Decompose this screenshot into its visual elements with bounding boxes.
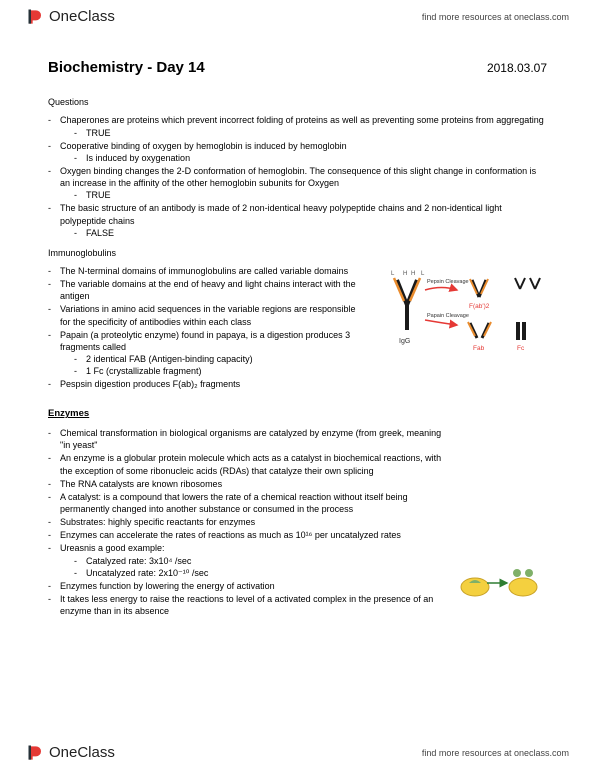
svg-text:Fab: Fab xyxy=(473,345,485,352)
list-item: Catalyzed rate: 3x10⁴ /sec xyxy=(74,555,447,567)
antibody-diagram: L L H H IgG Pepsin Cleavage Papain Cleav… xyxy=(377,265,547,375)
enzymes-heading: Enzymes xyxy=(48,408,89,421)
list-item: Substrates: highly specific reactants fo… xyxy=(48,516,447,528)
list-item: The basic structure of an antibody is ma… xyxy=(48,202,547,238)
list-item: TRUE xyxy=(74,127,547,139)
list-item: Ureasnis a good example: Catalyzed rate:… xyxy=(48,542,447,578)
list-item: Oxygen binding changes the 2-D conformat… xyxy=(48,165,547,201)
svg-text:Fc: Fc xyxy=(517,345,525,352)
logo-icon xyxy=(26,7,46,27)
list-item: Is induced by oxygenation xyxy=(74,152,547,164)
list-item: The RNA catalysts are known ribosomes xyxy=(48,478,447,490)
immunoglobulins-row: The N-terminal domains of immunoglobulin… xyxy=(48,265,547,398)
svg-text:Pepsin Cleavage: Pepsin Cleavage xyxy=(427,279,469,285)
svg-text:IgG: IgG xyxy=(399,338,410,345)
svg-text:L: L xyxy=(391,271,395,277)
immunoglobulins-list: The N-terminal domains of immunoglobulin… xyxy=(48,265,367,390)
section-questions-label: Questions xyxy=(48,96,547,108)
enzymes-row: Chemical transformation in biological or… xyxy=(48,427,547,625)
list-item: Enzymes can accelerate the rates of reac… xyxy=(48,529,447,541)
list-item: 2 identical FAB (Antigen-binding capacit… xyxy=(74,353,367,365)
list-item: The N-terminal domains of immunoglobulin… xyxy=(48,265,367,277)
list-item: A catalyst: is a compound that lowers th… xyxy=(48,491,447,515)
footer-tagline[interactable]: find more resources at oneclass.com xyxy=(422,747,569,759)
list-item: TRUE xyxy=(74,189,547,201)
page-title: Biochemistry - Day 14 xyxy=(48,58,205,78)
list-item: Chaperones are proteins which prevent in… xyxy=(48,114,547,138)
item-text: Papain (a proteolytic enzyme) found in p… xyxy=(60,330,350,352)
header-tagline[interactable]: find more resources at oneclass.com xyxy=(422,11,569,23)
title-row: Biochemistry - Day 14 2018.03.07 xyxy=(48,58,547,78)
list-item: Variations in amino acid sequences in th… xyxy=(48,303,367,327)
enzyme-diagram xyxy=(457,553,547,609)
footer: OneClass find more resources at oneclass… xyxy=(0,736,595,770)
enzymes-list: Chemical transformation in biological or… xyxy=(48,427,447,617)
logo: OneClass xyxy=(26,7,115,27)
list-item: 1 Fc (crystallizable fragment) xyxy=(74,365,367,377)
list-item: It takes less energy to raise the reacti… xyxy=(48,593,447,617)
page-date: 2018.03.07 xyxy=(487,60,547,76)
logo-text: OneClass xyxy=(49,7,115,27)
list-item: Enzymes function by lowering the energy … xyxy=(48,580,447,592)
svg-text:Papain Cleavage: Papain Cleavage xyxy=(427,313,469,319)
page-content: Biochemistry - Day 14 2018.03.07 Questio… xyxy=(0,34,595,635)
list-item: FALSE xyxy=(74,227,547,239)
item-text: Cooperative binding of oxygen by hemoglo… xyxy=(60,141,347,151)
item-text: Ureasnis a good example: xyxy=(60,543,165,553)
svg-text:L: L xyxy=(421,271,425,277)
list-item: Uncatalyzed rate: 2x10⁻¹⁰ /sec xyxy=(74,567,447,579)
list-item: The variable domains at the end of heavy… xyxy=(48,278,367,302)
section-immunoglobulins-label: Immunoglobulins xyxy=(48,247,547,259)
footer-logo: OneClass xyxy=(26,743,115,763)
logo-icon xyxy=(26,743,46,763)
svg-text:H: H xyxy=(403,271,407,277)
item-text: Oxygen binding changes the 2-D conformat… xyxy=(60,166,536,188)
list-item: Pespsin digestion produces F(ab)₂ fragme… xyxy=(48,378,367,390)
item-text: The basic structure of an antibody is ma… xyxy=(60,203,502,225)
list-item: Chemical transformation in biological or… xyxy=(48,427,447,451)
questions-list: Chaperones are proteins which prevent in… xyxy=(48,114,547,238)
item-text: Chaperones are proteins which prevent in… xyxy=(60,115,544,125)
list-item: Papain (a proteolytic enzyme) found in p… xyxy=(48,329,367,378)
header: OneClass find more resources at oneclass… xyxy=(0,0,595,34)
svg-text:H: H xyxy=(411,271,415,277)
footer-logo-text: OneClass xyxy=(49,743,115,763)
svg-text:F(ab')2: F(ab')2 xyxy=(469,303,490,310)
list-item: An enzyme is a globular protein molecule… xyxy=(48,452,447,476)
list-item: Cooperative binding of oxygen by hemoglo… xyxy=(48,140,547,164)
